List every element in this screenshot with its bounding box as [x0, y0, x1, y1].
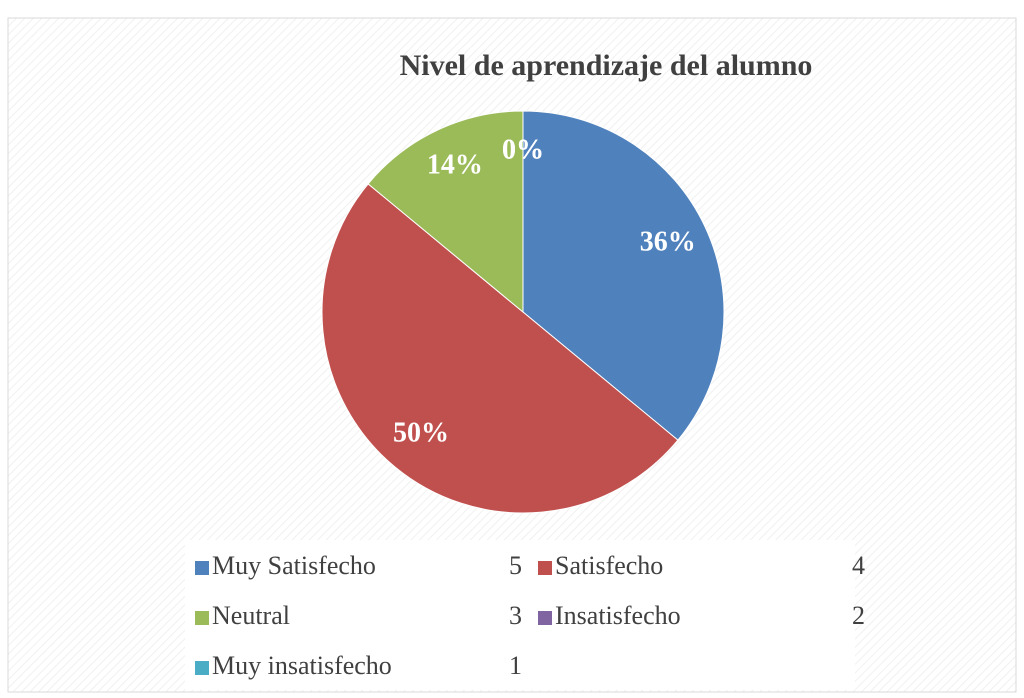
legend-scale: 5 [509, 551, 522, 580]
legend-label: Insatisfecho [555, 601, 681, 630]
legend-label: Muy Satisfecho [212, 551, 376, 580]
legend-scale: 3 [509, 601, 522, 630]
data-label: 36% [640, 226, 696, 257]
pie-slice [367, 110, 524, 314]
legend-scale: 2 [852, 601, 865, 630]
legend-label: Satisfecho [555, 551, 663, 580]
pie-slice [522, 110, 725, 441]
data-label: 14% [427, 150, 483, 181]
legend-swatch [195, 611, 209, 625]
legend-scale: 1 [509, 651, 522, 680]
data-label: 50% [393, 418, 449, 449]
data-label: 0% [502, 134, 544, 165]
pie-slice [321, 183, 679, 514]
legend-label: Muy insatisfecho [212, 651, 392, 680]
chart-title: Nivel de aprendizaje del alumno [400, 49, 813, 82]
legend-swatch [195, 561, 209, 575]
legend-swatch [195, 661, 209, 675]
legend-swatch [538, 561, 552, 575]
legend-swatch [538, 611, 552, 625]
data-label: 0% [502, 134, 544, 165]
legend-box [185, 540, 855, 690]
legend-scale: 4 [852, 551, 865, 580]
legend-label: Neutral [212, 601, 290, 630]
